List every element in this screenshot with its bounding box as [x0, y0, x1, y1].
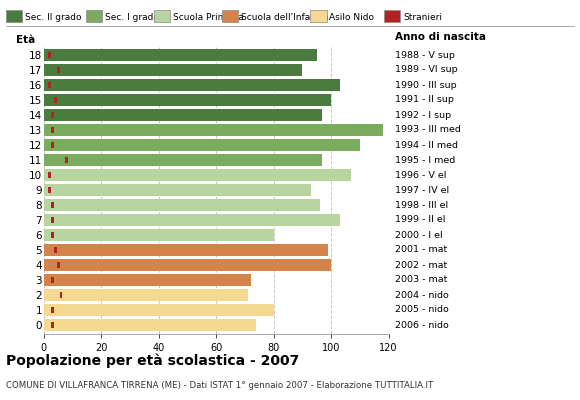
- Bar: [57, 262, 60, 268]
- Bar: [44, 259, 331, 271]
- Bar: [54, 247, 57, 253]
- Text: Sec. II grado: Sec. II grado: [25, 13, 81, 22]
- Bar: [44, 169, 351, 181]
- Text: 1990 - III sup: 1990 - III sup: [395, 80, 456, 90]
- Text: 1997 - IV el: 1997 - IV el: [395, 186, 449, 194]
- Bar: [48, 82, 51, 88]
- Bar: [51, 232, 54, 238]
- Bar: [44, 274, 251, 286]
- Text: Sec. I grado: Sec. I grado: [105, 13, 159, 22]
- Bar: [51, 142, 54, 148]
- Text: 2001 - mat: 2001 - mat: [395, 246, 447, 254]
- Bar: [44, 154, 322, 166]
- Text: 2003 - mat: 2003 - mat: [395, 276, 447, 284]
- Text: 2002 - mat: 2002 - mat: [395, 260, 447, 270]
- Bar: [48, 52, 51, 58]
- Text: 1995 - I med: 1995 - I med: [395, 156, 455, 164]
- Bar: [54, 97, 57, 103]
- Text: Scuola dell'Infanzia: Scuola dell'Infanzia: [241, 13, 329, 22]
- Text: 1992 - I sup: 1992 - I sup: [395, 110, 451, 120]
- Text: 2006 - nido: 2006 - nido: [395, 320, 449, 330]
- Text: 1998 - III el: 1998 - III el: [395, 200, 448, 210]
- Bar: [44, 79, 340, 91]
- Bar: [66, 157, 68, 163]
- Bar: [44, 319, 256, 331]
- Text: 1999 - II el: 1999 - II el: [395, 216, 445, 224]
- Text: Età: Età: [16, 34, 35, 44]
- Text: Stranieri: Stranieri: [403, 13, 442, 22]
- Bar: [44, 229, 274, 241]
- Bar: [51, 127, 54, 133]
- Bar: [44, 64, 302, 76]
- Text: 1988 - V sup: 1988 - V sup: [395, 50, 455, 60]
- Text: COMUNE DI VILLAFRANCA TIRRENA (ME) - Dati ISTAT 1° gennaio 2007 - Elaborazione T: COMUNE DI VILLAFRANCA TIRRENA (ME) - Dat…: [6, 381, 433, 390]
- Text: 1991 - II sup: 1991 - II sup: [395, 96, 454, 104]
- Bar: [44, 49, 317, 61]
- Bar: [44, 139, 360, 151]
- Bar: [44, 124, 383, 136]
- Text: Asilo Nido: Asilo Nido: [329, 13, 375, 22]
- Bar: [44, 244, 328, 256]
- Bar: [44, 199, 320, 211]
- Text: 1993 - III med: 1993 - III med: [395, 126, 461, 134]
- Text: 1994 - II med: 1994 - II med: [395, 140, 458, 150]
- Bar: [48, 187, 51, 193]
- Bar: [44, 109, 322, 121]
- Text: Anno di nascita: Anno di nascita: [395, 32, 486, 42]
- Text: 1996 - V el: 1996 - V el: [395, 170, 447, 180]
- Bar: [51, 307, 54, 313]
- Text: Scuola Primaria: Scuola Primaria: [173, 13, 244, 22]
- Text: 2004 - nido: 2004 - nido: [395, 290, 449, 300]
- Bar: [51, 277, 54, 283]
- Text: 2005 - nido: 2005 - nido: [395, 306, 449, 314]
- Bar: [51, 322, 54, 328]
- Bar: [60, 292, 63, 298]
- Bar: [51, 112, 54, 118]
- Bar: [51, 202, 54, 208]
- Text: Popolazione per età scolastica - 2007: Popolazione per età scolastica - 2007: [6, 354, 299, 368]
- Bar: [44, 184, 311, 196]
- Text: 1989 - VI sup: 1989 - VI sup: [395, 66, 458, 74]
- Bar: [51, 217, 54, 223]
- Text: 2000 - I el: 2000 - I el: [395, 230, 443, 240]
- Bar: [44, 94, 331, 106]
- Bar: [44, 214, 340, 226]
- Bar: [44, 304, 274, 316]
- Bar: [57, 67, 60, 73]
- Bar: [44, 289, 248, 301]
- Bar: [48, 172, 51, 178]
